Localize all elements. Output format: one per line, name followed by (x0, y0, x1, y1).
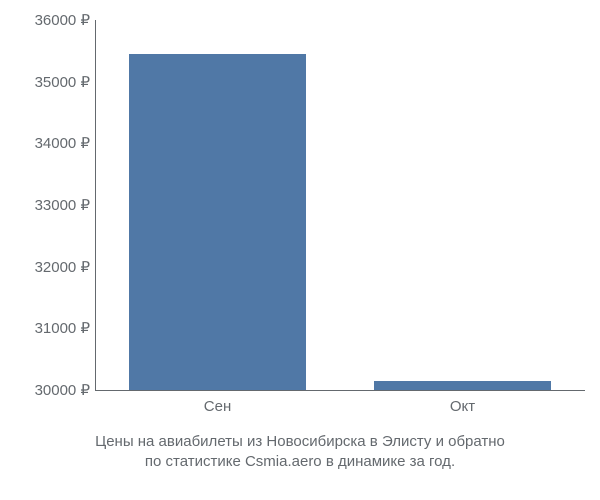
chart-caption: Цены на авиабилеты из Новосибирска в Эли… (0, 432, 600, 473)
y-tick-label: 31000 ₽ (35, 319, 90, 337)
y-tick-label: 35000 ₽ (35, 73, 90, 91)
caption-line-2: по статистике Csmia.aero в динамике за г… (145, 453, 455, 470)
price-chart: 30000 ₽ 31000 ₽ 32000 ₽ 33000 ₽ 34000 ₽ 35000… (0, 0, 600, 500)
caption-line-1: Цены на авиабилеты из Новосибирска в Эли… (95, 433, 505, 450)
y-tick-label: 36000 ₽ (35, 11, 90, 29)
plot-area (95, 20, 585, 390)
bar (129, 54, 305, 390)
y-tick-label: 30000 ₽ (35, 381, 90, 399)
y-tick-label: 32000 ₽ (35, 258, 90, 276)
y-tick-label: 33000 ₽ (35, 196, 90, 214)
x-axis (95, 390, 585, 391)
y-tick-label: 34000 ₽ (35, 134, 90, 152)
x-tick-label: Окт (450, 398, 475, 415)
bar (374, 381, 550, 390)
x-tick-label: Сен (204, 398, 231, 415)
